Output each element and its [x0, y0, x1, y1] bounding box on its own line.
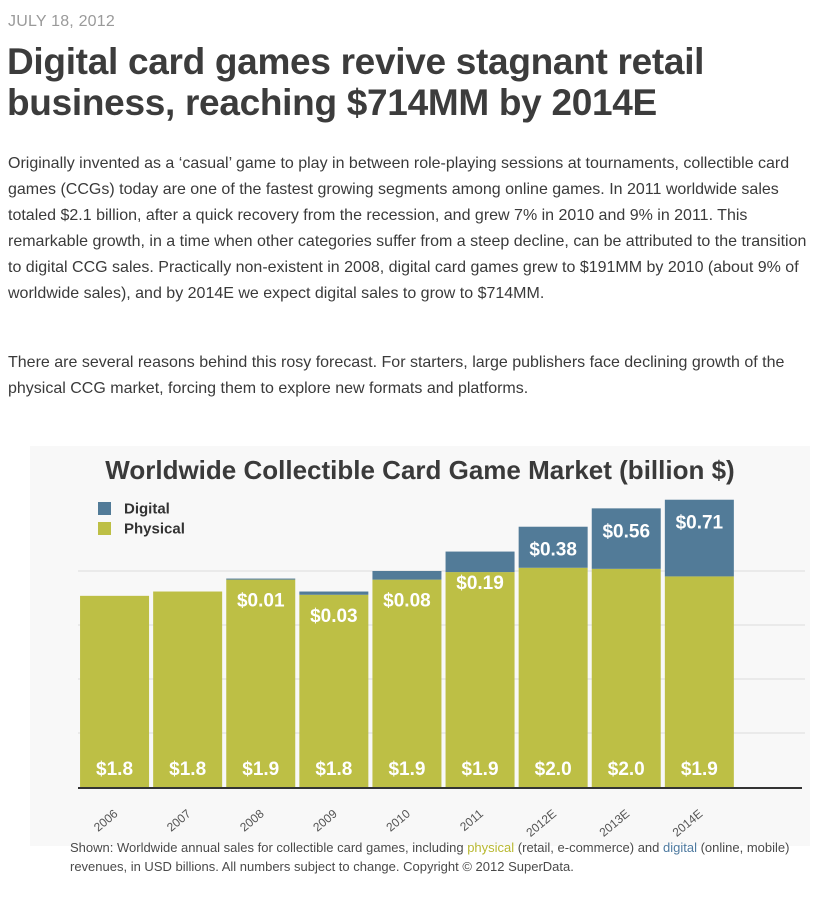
chart-svg: Worldwide Collectible Card Game Market (… — [78, 455, 805, 840]
caption-prefix: Shown: Worldwide annual sales for collec… — [70, 840, 468, 855]
tick-label-2010: 2010 — [383, 806, 413, 834]
article-headline: Digital card games revive stagnant retai… — [7, 41, 705, 123]
bar-physical-2014E — [664, 576, 734, 787]
bar-physical-2006 — [80, 595, 150, 787]
tick-label-2008: 2008 — [237, 806, 267, 834]
bar-physical-2009 — [299, 594, 369, 787]
label-physical-2013E: $2.0 — [608, 759, 645, 780]
label-digital-2014E: $0.71 — [676, 513, 724, 534]
label-physical-2008: $1.9 — [242, 759, 279, 780]
bar-physical-2013E — [591, 568, 661, 787]
label-physical-2011: $1.9 — [462, 759, 499, 780]
label-digital-2011: $0.19 — [456, 573, 504, 594]
article-paragraph-1: Originally invented as a ‘casual’ game t… — [8, 155, 807, 302]
bar-digital-2010 — [372, 571, 442, 580]
article-date: JULY 18, 2012 — [8, 13, 115, 30]
bar-digital-2008 — [226, 578, 296, 580]
caption-physical: physical — [467, 840, 515, 855]
label-digital-2008: $0.01 — [237, 591, 285, 612]
tick-label-2013E: 2013E — [597, 807, 633, 840]
label-physical-2006: $1.8 — [96, 759, 133, 780]
tick-label-2007: 2007 — [164, 806, 194, 834]
bar-digital-2012E — [518, 526, 588, 568]
bar-physical-2008 — [226, 579, 296, 787]
caption-suffix: (online, mobile) revenues, in USD billio… — [70, 840, 790, 874]
caption-digital: digital — [663, 840, 697, 855]
legend-label-physical: Physical — [124, 521, 185, 538]
label-digital-2013E: $0.56 — [602, 521, 650, 542]
tick-label-2006: 2006 — [91, 806, 121, 834]
bar-physical-2012E — [518, 567, 588, 787]
label-physical-2012E: $2.0 — [535, 759, 572, 780]
chart-caption: Shown: Worldwide annual sales for collec… — [70, 838, 790, 876]
label-physical-2007: $1.8 — [169, 759, 206, 780]
legend-label-digital: Digital — [124, 501, 170, 518]
tick-label-2012E: 2012E — [523, 807, 559, 840]
label-digital-2012E: $0.38 — [529, 540, 577, 561]
tick-label-2014E: 2014E — [670, 807, 706, 840]
label-digital-2010: $0.08 — [383, 591, 431, 612]
tick-label-2009: 2009 — [310, 806, 340, 834]
label-physical-2014E: $1.9 — [681, 759, 718, 780]
legend-swatch-digital — [98, 502, 111, 515]
ccg-market-chart: Worldwide Collectible Card Game Market (… — [30, 446, 810, 846]
bar-physical-2010 — [372, 579, 442, 787]
bar-digital-2011 — [445, 551, 515, 573]
bar-physical-2011 — [445, 572, 515, 787]
tick-label-2011: 2011 — [457, 806, 486, 834]
chart-title: Worldwide Collectible Card Game Market (… — [105, 455, 734, 485]
article-paragraph-2: There are several reasons behind this ro… — [8, 354, 785, 397]
label-physical-2009: $1.8 — [315, 759, 352, 780]
caption-middle: (retail, e-commerce) and — [514, 840, 663, 855]
bar-digital-2013E — [591, 508, 661, 569]
label-physical-2010: $1.9 — [388, 759, 425, 780]
label-digital-2009: $0.03 — [310, 606, 358, 627]
legend-swatch-physical — [98, 522, 111, 535]
bar-digital-2009 — [299, 591, 369, 595]
bar-physical-2007 — [153, 591, 223, 787]
bar-digital-2014E — [664, 499, 734, 577]
